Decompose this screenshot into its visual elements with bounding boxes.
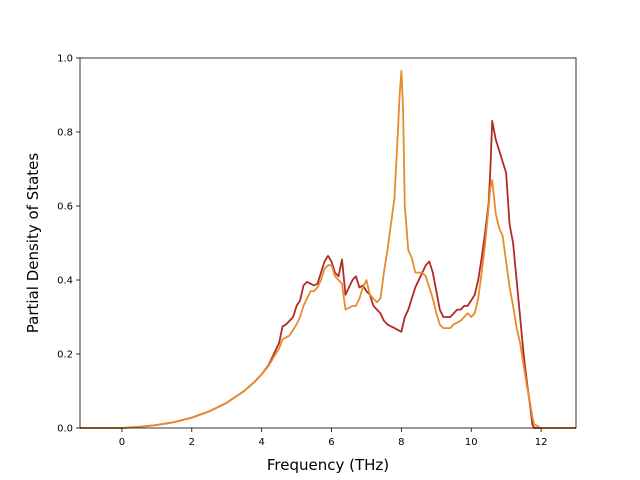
plot-area: 0 2 4 6 8 10 12 0.0 0.2 0.4 0.6 0.8 1.0 xyxy=(57,54,577,448)
x-tick-label: 12 xyxy=(535,437,548,448)
x-tick-label: 8 xyxy=(398,437,404,448)
y-axis-ticks: 0.0 0.2 0.4 0.6 0.8 1.0 xyxy=(57,54,80,435)
series-line-1 xyxy=(80,120,576,429)
series-layer xyxy=(80,70,576,429)
x-tick-label: 6 xyxy=(328,437,334,448)
y-tick-label: 0.0 xyxy=(57,424,73,435)
y-tick-label: 0.8 xyxy=(57,128,73,139)
y-axis-label: Partial Density of States xyxy=(24,153,42,334)
y-tick-label: 0.2 xyxy=(57,350,73,361)
y-tick-label: 0.6 xyxy=(57,202,73,213)
x-axis-label: Frequency (THz) xyxy=(267,456,389,474)
x-tick-label: 10 xyxy=(465,437,478,448)
x-tick-label: 4 xyxy=(258,437,264,448)
y-tick-label: 1.0 xyxy=(57,54,73,65)
x-axis-ticks: 0 2 4 6 8 10 12 xyxy=(119,428,548,448)
x-tick-label: 2 xyxy=(189,437,195,448)
axes-frame xyxy=(79,57,577,429)
y-tick-label: 0.4 xyxy=(57,276,73,287)
x-tick-label: 0 xyxy=(119,437,125,448)
series-line-2 xyxy=(80,70,576,429)
